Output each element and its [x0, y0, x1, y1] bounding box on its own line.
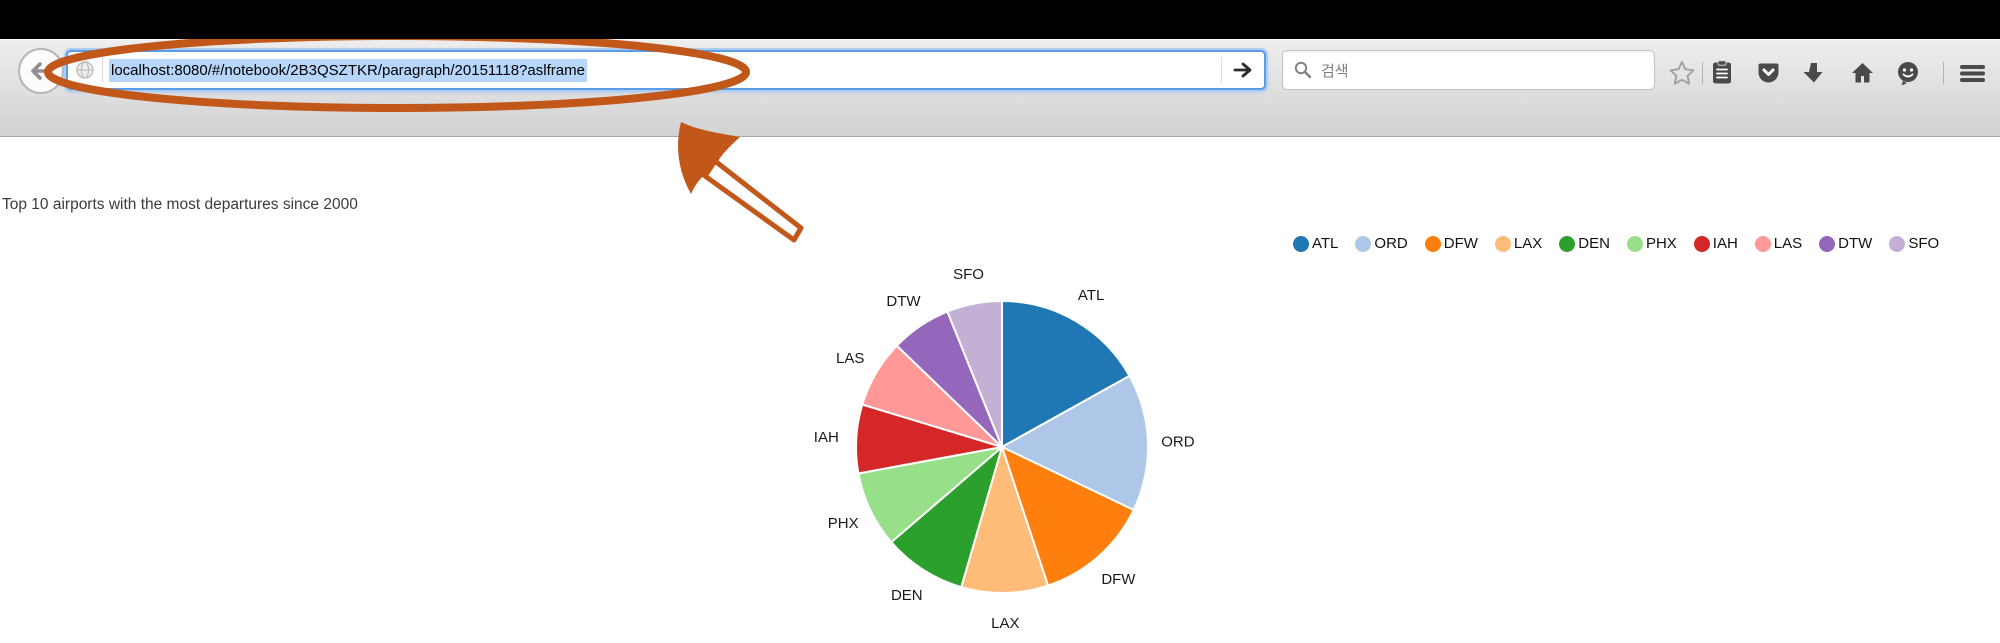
legend-swatch [1626, 235, 1643, 252]
pie-slice-sfo[interactable] [946, 300, 1003, 448]
pie-slice-lax[interactable] [960, 446, 1049, 594]
legend-item-iah[interactable]: IAH [1693, 235, 1738, 252]
pie-label-iah: IAH [814, 429, 839, 446]
reading-list-icon[interactable] [1707, 58, 1737, 88]
pie-chart: ATL ORD DFW LAX DEN PHX IAH LAS DTW SFO [814, 266, 1195, 632]
pocket-icon[interactable] [1753, 58, 1783, 88]
legend-swatch [1559, 235, 1576, 252]
search-placeholder: 검색 [1321, 62, 1349, 80]
legend-swatch [1754, 235, 1771, 252]
chart-legend: ATL ORD DFW LAX DEN PHX IAH LAS DTW SFO [1293, 235, 1956, 252]
browser-toolbar: localhost:8080/#/notebook/2B3QSZTKR/para… [0, 39, 2000, 137]
legend-label: PHX [1645, 235, 1677, 252]
annotation-arrow [678, 122, 804, 243]
back-arrow-icon [31, 62, 51, 80]
legend-item-lax[interactable]: LAX [1494, 235, 1543, 252]
pie-label-den: DEN [891, 587, 923, 604]
url-text[interactable]: localhost:8080/#/notebook/2B3QSZTKR/para… [109, 58, 587, 82]
toolbar-divider [1702, 62, 1703, 84]
legend-item-atl[interactable]: ATL [1293, 235, 1338, 252]
address-bar[interactable]: localhost:8080/#/notebook/2B3QSZTKR/para… [66, 50, 1266, 90]
legend-item-las[interactable]: LAS [1754, 235, 1803, 252]
legend-swatch [1424, 235, 1441, 252]
legend-label: ATL [1312, 235, 1339, 252]
legend-label: SFO [1908, 235, 1940, 252]
legend-item-phx[interactable]: PHX [1626, 235, 1677, 252]
legend-label: LAS [1773, 235, 1803, 252]
legend-swatch [1819, 235, 1836, 252]
legend-label: LAX [1513, 235, 1543, 252]
legend-label: DFW [1443, 235, 1478, 252]
go-button[interactable] [1221, 57, 1264, 83]
pie-label-ord: ORD [1161, 434, 1195, 451]
hello-smiley-icon[interactable] [1893, 58, 1923, 88]
legend-item-sfo[interactable]: SFO [1889, 235, 1939, 252]
bookmark-star-icon[interactable] [1667, 58, 1697, 88]
menu-hamburger-icon[interactable] [1957, 58, 1987, 88]
pie-label-dfw: DFW [1101, 571, 1136, 588]
pie-slice-den[interactable] [890, 446, 1003, 589]
legend-item-dtw[interactable]: DTW [1819, 235, 1872, 252]
pie-label-dtw: DTW [886, 293, 921, 310]
legend-swatch [1693, 235, 1710, 252]
toolbar-divider [1943, 62, 1944, 84]
pie-label-lax: LAX [991, 615, 1019, 632]
go-arrow-icon [1233, 62, 1252, 78]
window-titlebar [0, 0, 2000, 39]
pie-slice-ord[interactable] [1001, 374, 1149, 511]
legend-swatch [1494, 235, 1511, 252]
home-icon[interactable] [1847, 58, 1877, 88]
address-bar-divider [102, 58, 103, 82]
go-divider [1221, 57, 1222, 83]
pie-label-phx: PHX [828, 515, 859, 532]
legend-item-ord[interactable]: ORD [1355, 235, 1408, 252]
pie-label-las: LAS [836, 350, 864, 367]
legend-item-dfw[interactable]: DFW [1424, 235, 1478, 252]
search-bar[interactable]: 검색 [1282, 50, 1655, 90]
legend-item-den[interactable]: DEN [1559, 235, 1610, 252]
pie-label-atl: ATL [1078, 287, 1104, 304]
back-button[interactable] [18, 48, 64, 94]
downloads-icon[interactable] [1799, 58, 1829, 88]
legend-swatch [1293, 235, 1309, 252]
legend-label: ORD [1374, 235, 1408, 252]
legend-swatch [1889, 235, 1906, 252]
pie-slice-atl[interactable] [1001, 300, 1131, 448]
legend-label: IAH [1712, 235, 1738, 252]
search-icon [1294, 61, 1312, 79]
chart-title: Top 10 airports with the most departures… [2, 196, 358, 213]
pie-slice-dfw[interactable] [1001, 446, 1135, 587]
globe-favicon-icon [76, 61, 94, 79]
legend-label: DEN [1578, 235, 1610, 252]
legend-swatch [1355, 235, 1372, 252]
legend-label: DTW [1838, 235, 1873, 252]
pie-label-sfo: SFO [953, 266, 984, 283]
